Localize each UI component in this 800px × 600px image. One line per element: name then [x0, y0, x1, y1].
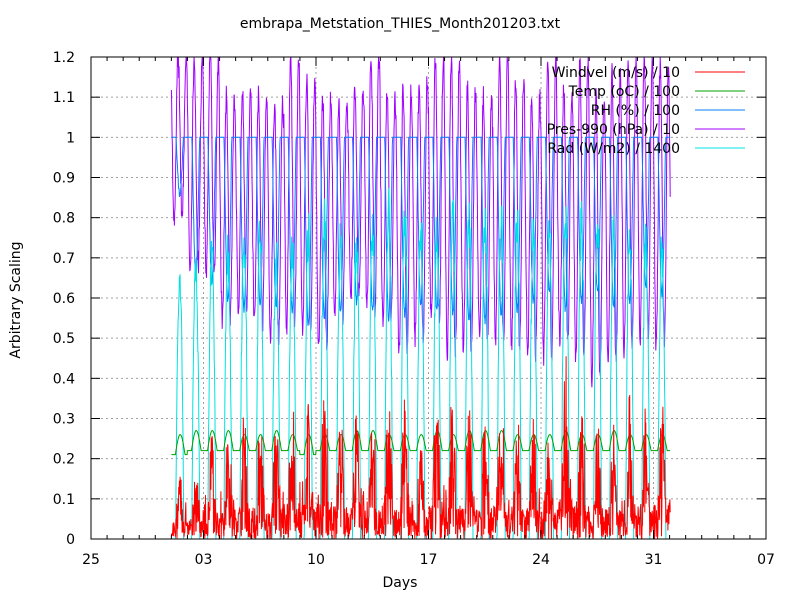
plot-frame — [90, 56, 767, 540]
series-rh-line — [171, 136, 671, 326]
x-tick-label: 31 — [645, 552, 663, 568]
legend-label: RH (%) / 100 — [591, 103, 680, 119]
series-pres-line — [170, 56, 671, 388]
x-tick-label: 07 — [757, 552, 775, 568]
chart-title: embrapa_Metstation_THIES_Month201203.txt — [239, 16, 561, 32]
x-tick-label: 03 — [195, 552, 213, 568]
y-tick-label: 1.2 — [53, 50, 75, 66]
y-tick-label: 0.5 — [53, 331, 75, 347]
x-tick-label: 17 — [420, 552, 438, 568]
legend-label: Pres-990 (hPa) / 10 — [547, 122, 680, 138]
y-tick-label: 0 — [66, 532, 75, 548]
series-windvel-line — [170, 356, 671, 540]
y-tick-label: 0.7 — [53, 251, 75, 267]
y-tick-label: 0.1 — [53, 492, 75, 508]
y-tick-label: 1.1 — [53, 90, 75, 106]
x-tick-label: 25 — [82, 552, 100, 568]
y-tick-label: 0.6 — [53, 291, 75, 307]
y-tick-label: 0.9 — [53, 171, 75, 187]
y-tick-label: 0.4 — [53, 371, 75, 387]
series-temp-line — [171, 430, 671, 456]
y-tick-label: 0.8 — [53, 211, 75, 227]
y-tick-label: 0.2 — [53, 452, 75, 468]
legend-label: Temp (oC) / 100 — [568, 84, 680, 100]
x-tick-label: 24 — [532, 552, 550, 568]
axes: 0 0.1 0.2 0.3 0.4 0.5 0.6 0.7 0.8 0.9 1 1.1 1.2 25 03 1… — [53, 50, 775, 568]
legend-label: Windvel (m/s) / 10 — [552, 65, 680, 81]
legend: Windvel (m/s) / 10 Temp (oC) / 100 RH (%) … — [547, 65, 745, 157]
x-axis-label: Days — [382, 575, 418, 591]
y-tick-label: 1 — [66, 130, 75, 146]
legend-label: Rad (W/m2) / 1400 — [547, 141, 680, 157]
y-axis-label: Arbitrary Scaling — [8, 241, 24, 359]
x-tick-label: 10 — [307, 552, 325, 568]
y-tick-label: 0.3 — [53, 412, 75, 428]
